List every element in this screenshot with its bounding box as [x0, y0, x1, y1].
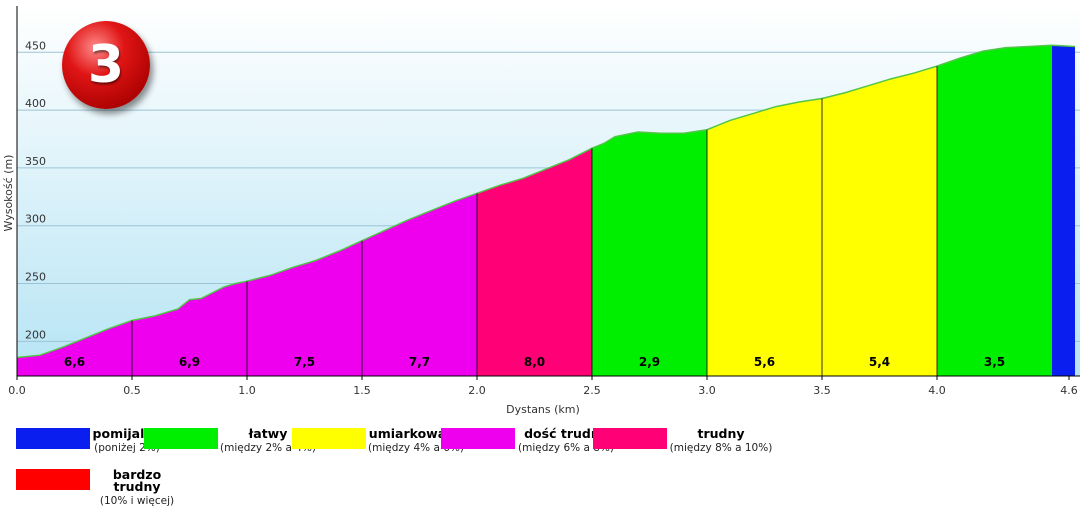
x-tick-label: 0.5: [123, 384, 141, 397]
elevation-line: [16, 44, 1076, 359]
grade-label: 5,4: [869, 355, 890, 369]
axes: [16, 6, 1080, 377]
legend-swatch: [16, 428, 90, 449]
x-tick-labels: 0.0 0.5 1.0 1.5 2.0 2.5 3.0 3.5 4.0 4.6: [8, 376, 1078, 397]
x-axis-title: Dystans (km): [506, 403, 580, 416]
legend-label: bardzo trudny: [112, 467, 162, 494]
route-number: 3: [87, 35, 125, 95]
grade-segment: [17, 320, 132, 376]
legend-label: łatwy: [248, 426, 288, 441]
grade-segment: [707, 98, 822, 376]
y-tick-label: 200: [25, 328, 46, 341]
grade-segment: [362, 193, 477, 376]
legend-desc: (poniżej 2%): [94, 442, 160, 454]
legend-desc: (między 6% a 8%): [518, 442, 614, 454]
legend-item-dosc-trudny: dość trudny (między 6% a 8%): [441, 425, 615, 454]
x-tick-label: 4.6: [1060, 384, 1078, 397]
x-tick-label: 1.5: [353, 384, 371, 397]
legend-swatch: [441, 428, 515, 449]
grade-label: 6,6: [64, 355, 85, 369]
legend-swatch: [16, 469, 90, 490]
grade-label: 5,6: [754, 355, 775, 369]
grade-label: 7,7: [409, 355, 430, 369]
y-tick-labels: 200 250 300 350 400 450: [25, 39, 46, 341]
grade-segment: [132, 281, 247, 376]
grade-segment: [937, 45, 1052, 376]
grade-label: 8,0: [524, 355, 545, 369]
x-tick-label: 3.0: [698, 384, 716, 397]
legend-desc: (10% i więcej): [99, 495, 175, 507]
grade-segment: [1052, 45, 1075, 376]
grade-labels: 6,6 6,9 7,5 7,7 8,0 2,9 5,6 5,4 3,5: [64, 355, 1005, 369]
legend-item-bardzo-trudny: bardzo trudny (10% i więcej): [16, 466, 182, 507]
profile-line: [16, 44, 1076, 359]
legend-label: umiarkowany: [368, 426, 464, 441]
x-tick-label: 3.5: [813, 384, 831, 397]
x-tick-label: 1.0: [238, 384, 256, 397]
y-axis-title: Wysokość (m): [2, 155, 15, 232]
legend: pomijalny (poniżej 2%) łatwy (między 2% …: [0, 425, 1082, 507]
legend-desc: (między 4% a 6%): [368, 442, 464, 454]
y-tick-label: 300: [25, 213, 46, 226]
grade-label: 3,5: [984, 355, 1005, 369]
grade-segments: [17, 45, 1075, 376]
x-tick-label: 2.5: [583, 384, 601, 397]
legend-item-latwy: łatwy (między 2% a 4%): [144, 425, 316, 454]
grade-segment: [247, 240, 362, 376]
y-tick-label: 250: [25, 271, 46, 284]
legend-desc: (między 8% a 10%): [669, 442, 773, 454]
x-tick-label: 0.0: [8, 384, 26, 397]
x-tick-label: 4.0: [928, 384, 946, 397]
grade-segment: [477, 148, 592, 376]
legend-label: trudny: [697, 426, 745, 441]
legend-swatch: [292, 428, 366, 449]
grade-segment: [592, 129, 707, 376]
y-tick-label: 400: [25, 97, 46, 110]
elevation-profile-chart: 6,6 6,9 7,5 7,7 8,0 2,9 5,6 5,4 3,5 0.0 0.5 1.0 1.5…: [2, 6, 1080, 416]
route-number-badge: 3: [62, 21, 150, 109]
grade-label: 2,9: [639, 355, 660, 369]
grade-segment: [822, 66, 937, 376]
y-tick-label: 350: [25, 155, 46, 168]
legend-swatch: [144, 428, 218, 449]
legend-swatch: [593, 428, 667, 449]
segment-dividers: [131, 66, 938, 376]
legend-label: dość trudny: [524, 426, 608, 441]
y-tick-label: 450: [25, 39, 46, 52]
x-tick-label: 2.0: [468, 384, 486, 397]
legend-item-trudny: trudny (między 8% a 10%): [593, 425, 773, 454]
legend-item-pomijalny: pomijalny (poniżej 2%): [16, 425, 162, 454]
grade-label: 6,9: [179, 355, 200, 369]
legend-desc: (między 2% a 4%): [220, 442, 316, 454]
legend-item-umiarkowany: umiarkowany (między 4% a 6%): [292, 425, 464, 454]
grade-label: 7,5: [294, 355, 315, 369]
